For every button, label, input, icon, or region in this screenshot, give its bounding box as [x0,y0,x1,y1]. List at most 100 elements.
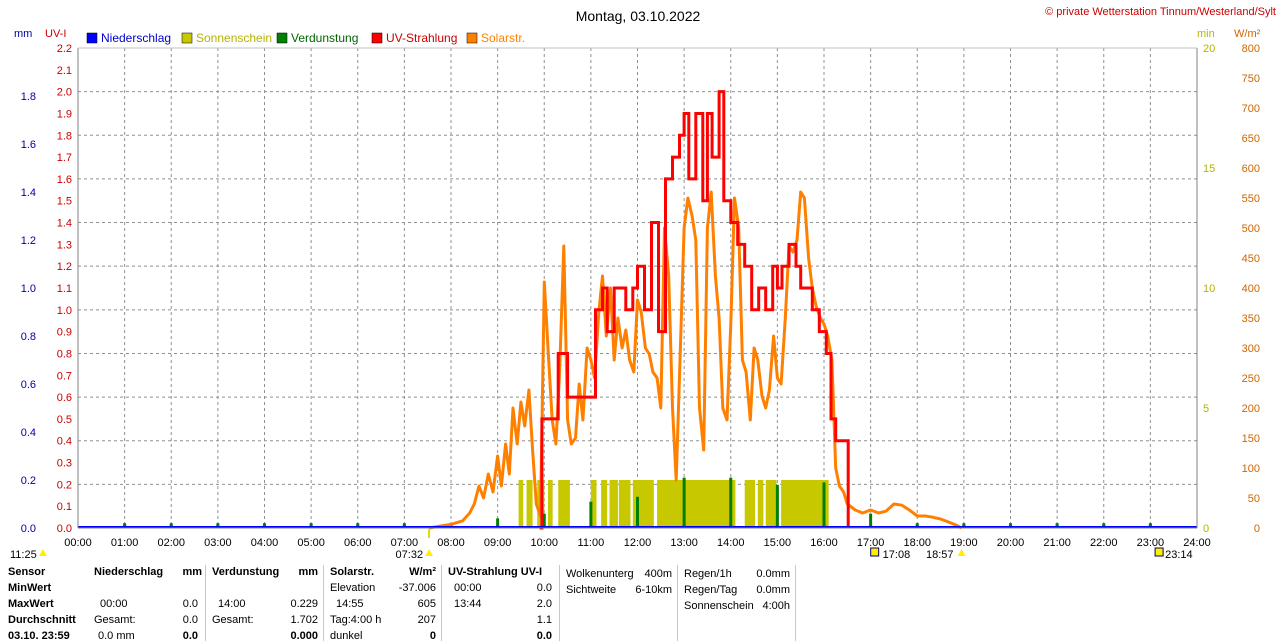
legend-swatch-verdunstung [276,32,288,44]
x-tick-label: 10:00 [530,537,558,549]
sun-event-time: 11:25 [10,549,37,561]
rain-hour-value: 0.0mm [756,568,790,580]
niederschlag-total-label: Gesamt: [94,614,136,626]
uv-tick-label: 2.0 [57,87,72,99]
niederschlag-unit: mm [182,566,202,578]
sunshine-bar [526,480,533,528]
sunshine-bar [558,480,570,528]
sunshine-bar [632,480,654,528]
uv-tick-label: 1.6 [57,174,72,186]
uv-tick-label: 1.8 [57,130,72,142]
stats-label-max: MaxWert [8,598,54,610]
solar-day-label: Tag:4:00 h [330,614,382,626]
sunshine-bar [618,480,631,528]
wm2-tick-label: 250 [1242,373,1260,385]
x-tick-label: 23:00 [1137,537,1165,549]
uv-tick-label: 1.5 [57,196,72,208]
legend-label-verdunstung: Verdunstung [291,31,358,45]
x-tick-label: 20:00 [997,537,1025,549]
mm-tick-label: 0.8 [21,331,36,343]
uv-tick-label: 2.2 [57,43,72,55]
mm-tick-label: 0.2 [21,475,36,487]
stats-separator [559,565,560,641]
uv-avg-value: 1.1 [536,614,552,626]
min-tick-label: 0 [1203,523,1209,535]
verdunstung-total-label: Gesamt: [212,614,254,626]
stats-uv-column: UV-Strahlung UV-I 00:00 0.0 13:44 2.0 1.… [448,565,554,642]
solar-dark-value: 0 [429,630,436,642]
uv-max-time: 13:44 [454,598,482,610]
stats-solar-column: Solarstr. W/m² Elevation -37.006 14:55 6… [330,565,436,642]
solar-line [428,190,963,530]
sunshine-label: Sonnenschein [684,600,754,612]
uv-tick-label: 0.5 [57,414,72,426]
wm2-tick-label: 800 [1242,43,1260,55]
x-tick-label: 21:00 [1043,537,1071,549]
sunshine-bar [609,480,618,528]
uv-tick-label: 0.7 [57,370,72,382]
wm2-tick-label: 50 [1248,493,1260,505]
sunshine-bar [657,480,736,528]
x-tick-label: 00:00 [64,537,92,549]
uv-tick-label: 2.1 [57,65,72,77]
solar-max-time: 14:55 [336,598,364,610]
legend-swatch-solar [466,32,478,44]
x-tick-label: 09:00 [484,537,512,549]
niederschlag-max-time: 00:00 [100,598,128,610]
x-tick-label: 03:00 [204,537,232,549]
copyright-note: © private Wetterstation Tinnum/Westerlan… [1045,6,1276,18]
solar-elevation-value: -37.006 [398,582,436,594]
legend-label-uv: UV-Strahlung [386,31,457,45]
mm-tick-label: 1.2 [21,235,36,247]
moonrise-icon [870,547,880,557]
uv-tick-label: 1.2 [57,261,72,273]
mm-tick-label: 1.4 [21,187,36,199]
solar-unit: W/m² [409,566,436,578]
stats-labels-column: Sensor MinWert MaxWert Durchschnitt 03.1… [8,565,88,642]
uv-tick-label: 1.9 [57,108,72,120]
stats-separator [795,565,796,641]
solar-noon-icon [39,549,47,556]
verdunstung-total-value: 1.702 [290,614,318,626]
x-tick-label: 17:00 [857,537,885,549]
uv-line [539,90,850,530]
wm2-tick-label: 200 [1242,403,1260,415]
x-tick-label: 07:00 [391,537,419,549]
legend-label-solar: Solarstr. [481,31,525,45]
sun-event-time: 18:57 [926,549,954,561]
stats-label-min: MinWert [8,582,52,594]
verdunstung-max-value: 0.229 [290,598,318,610]
cloud-base-value: 400m [644,568,672,580]
visibility-value: 6-10km [635,584,672,596]
sunshine-value: 4:00h [762,600,790,612]
weather-chart: Montag, 03.10.2022 © private Wetterstati… [10,6,1276,561]
x-tick-label: 06:00 [344,537,372,549]
sunshine-bar [590,480,597,528]
stats-table: Sensor MinWert MaxWert Durchschnitt 03.1… [0,565,800,642]
x-tick-label: 11:00 [578,537,605,549]
uv-title: UV-Strahlung UV-I [448,566,543,578]
rain-day-value: 0.0mm [756,584,790,596]
stats-label-avg: Durchschnitt [8,614,76,626]
legend-swatch-uv [371,32,383,44]
solar-day-value: 207 [417,614,436,626]
uv-tick-label: 0.6 [57,392,72,404]
solar-title: Solarstr. [330,566,375,578]
stats-niederschlag-column: Niederschlag mm 00:00 0.0 Gesamt: 0.0 0.… [94,565,202,642]
x-tick-label: 22:00 [1090,537,1118,549]
plot-frame [77,47,1198,529]
min-tick-label: 20 [1203,43,1215,55]
verdunstung-max-time: 14:00 [218,598,246,610]
uv-tick-label: 1.7 [57,152,72,164]
sunshine-bar [781,480,829,528]
x-tick-label: 16:00 [810,537,838,549]
x-tick-label: 15:00 [764,537,792,549]
mm-tick-label: 1.8 [21,91,36,103]
solar-max-value: 605 [417,598,436,610]
min-tick-label: 10 [1203,283,1215,295]
legend-label-sonnenschein: Sonnenschein [196,31,272,45]
sun-event-time: 07:32 [396,549,424,561]
rain-day-label: Regen/Tag [684,584,738,596]
solar-elevation-label: Elevation [330,582,376,594]
mm-tick-label: 0.4 [21,427,36,439]
